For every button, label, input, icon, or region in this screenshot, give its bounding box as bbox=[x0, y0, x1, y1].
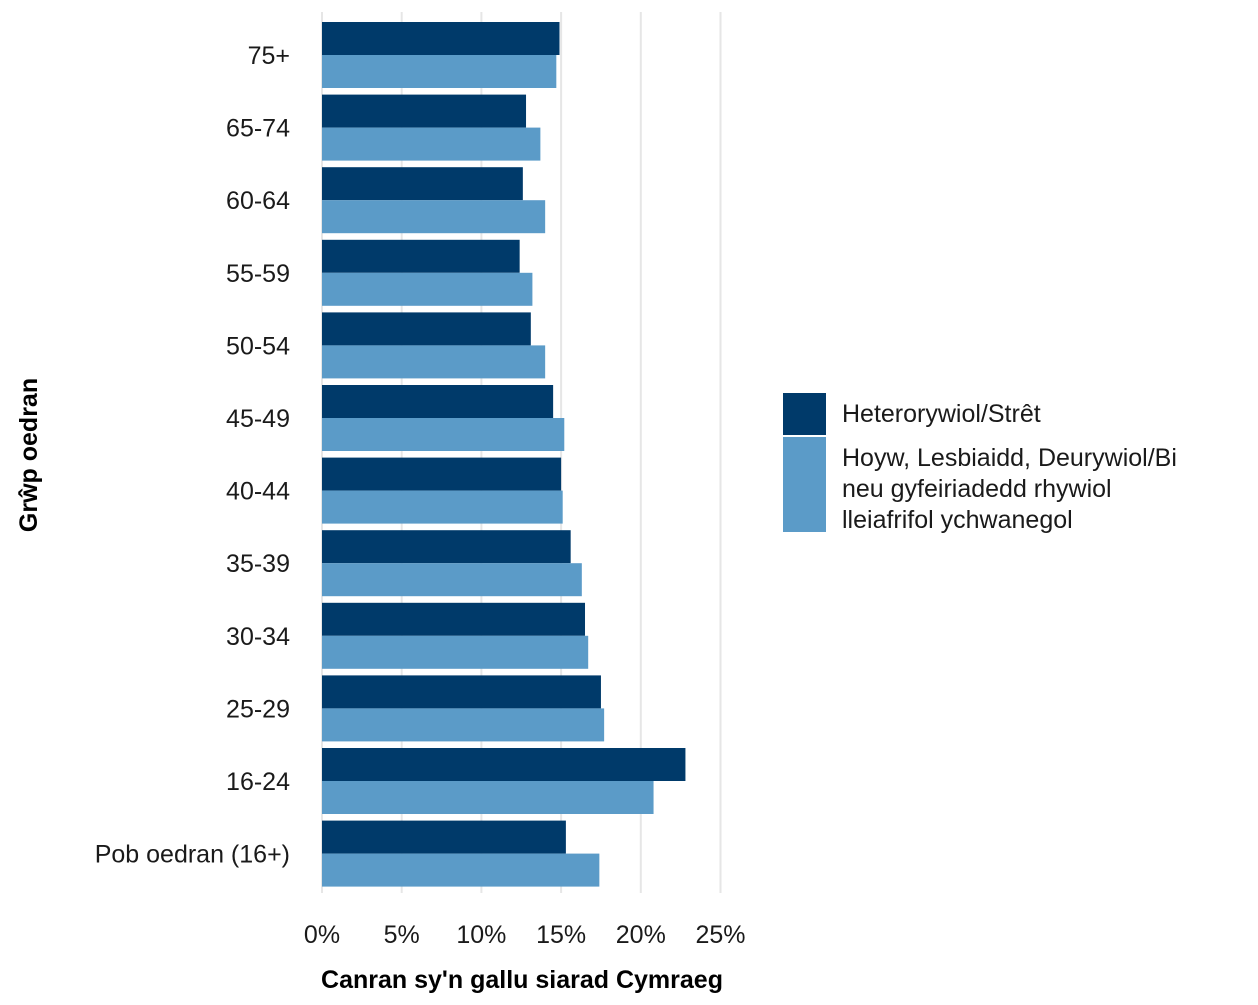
bar-hoyw-lhd-10 bbox=[322, 781, 654, 814]
bar-hoyw-lhd-6 bbox=[322, 490, 563, 524]
y-tick-label: 60-64 bbox=[226, 187, 290, 215]
x-axis-title: Canran sy'n gallu siarad Cymraeg bbox=[321, 966, 723, 994]
bar-hoyw-lhd-5 bbox=[322, 418, 565, 451]
y-tick-label: 30-34 bbox=[226, 623, 290, 651]
y-tick-label: 45-49 bbox=[226, 405, 290, 433]
y-tick-label: 25-29 bbox=[226, 695, 290, 723]
legend-label-0: Heterorywiol/Strêt bbox=[842, 400, 1041, 428]
legend-label-1: neu gyfeiriadedd rhywiol bbox=[842, 475, 1112, 503]
x-tick-label: 25% bbox=[695, 921, 745, 949]
y-axis-title: Grŵp oedran bbox=[15, 378, 43, 532]
y-tick-label: 40-44 bbox=[226, 478, 290, 506]
bar-hoyw-lhd-9 bbox=[322, 708, 605, 742]
bar-hoyw-lhd-3 bbox=[322, 272, 533, 306]
bar-heterorywiol-1 bbox=[322, 94, 527, 128]
bar-heterorywiol-4 bbox=[322, 312, 531, 346]
x-tick-label: 5% bbox=[384, 921, 420, 949]
legend-label-1: Hoyw, Lesbiaidd, Deurywiol/Bi bbox=[842, 444, 1177, 472]
y-tick-labels: 75+ 65-74 60-64 55-59 50-54 45-49 40-44 35-39 30… bbox=[95, 42, 290, 869]
bar-heterorywiol-5 bbox=[322, 385, 554, 418]
y-tick-label: 75+ bbox=[248, 42, 290, 70]
legend: Heterorywiol/Strêt Hoyw, Lesbiaidd, Deury… bbox=[783, 393, 1177, 534]
bar-hoyw-lhd-1 bbox=[322, 127, 541, 161]
x-tick-label: 0% bbox=[304, 921, 340, 949]
bars bbox=[322, 22, 686, 887]
bar-heterorywiol-8 bbox=[322, 602, 586, 636]
legend-swatch-0 bbox=[783, 393, 826, 435]
bar-heterorywiol-11 bbox=[322, 820, 566, 854]
bar-heterorywiol-3 bbox=[322, 239, 520, 273]
x-tick-label: 15% bbox=[536, 921, 586, 949]
y-tick-label: 16-24 bbox=[226, 768, 290, 796]
y-tick-label: 35-39 bbox=[226, 550, 290, 578]
bar-heterorywiol-9 bbox=[322, 675, 601, 709]
bar-heterorywiol-7 bbox=[322, 530, 571, 564]
bar-heterorywiol-10 bbox=[322, 748, 686, 781]
bar-heterorywiol-0 bbox=[322, 22, 560, 55]
bar-hoyw-lhd-0 bbox=[322, 55, 557, 88]
bar-hoyw-lhd-8 bbox=[322, 635, 589, 669]
bar-hoyw-lhd-4 bbox=[322, 345, 546, 379]
y-tick-label: Pob oedran (16+) bbox=[95, 841, 290, 869]
x-tick-label: 10% bbox=[456, 921, 506, 949]
x-tick-label: 20% bbox=[616, 921, 666, 949]
y-tick-label: 65-74 bbox=[226, 115, 290, 143]
bar-heterorywiol-2 bbox=[322, 167, 523, 201]
y-tick-label: 50-54 bbox=[226, 332, 290, 360]
legend-swatch-1 bbox=[783, 437, 826, 532]
bar-hoyw-lhd-7 bbox=[322, 563, 582, 597]
x-tick-labels: 0% 5% 10% 15% 20% 25% bbox=[304, 921, 746, 949]
y-tick-label: 55-59 bbox=[226, 260, 290, 288]
bar-hoyw-lhd-2 bbox=[322, 200, 546, 234]
legend-label-1: lleiafrifol ychwanegol bbox=[842, 506, 1073, 534]
bar-heterorywiol-6 bbox=[322, 457, 562, 491]
bar-hoyw-lhd-11 bbox=[322, 853, 600, 887]
